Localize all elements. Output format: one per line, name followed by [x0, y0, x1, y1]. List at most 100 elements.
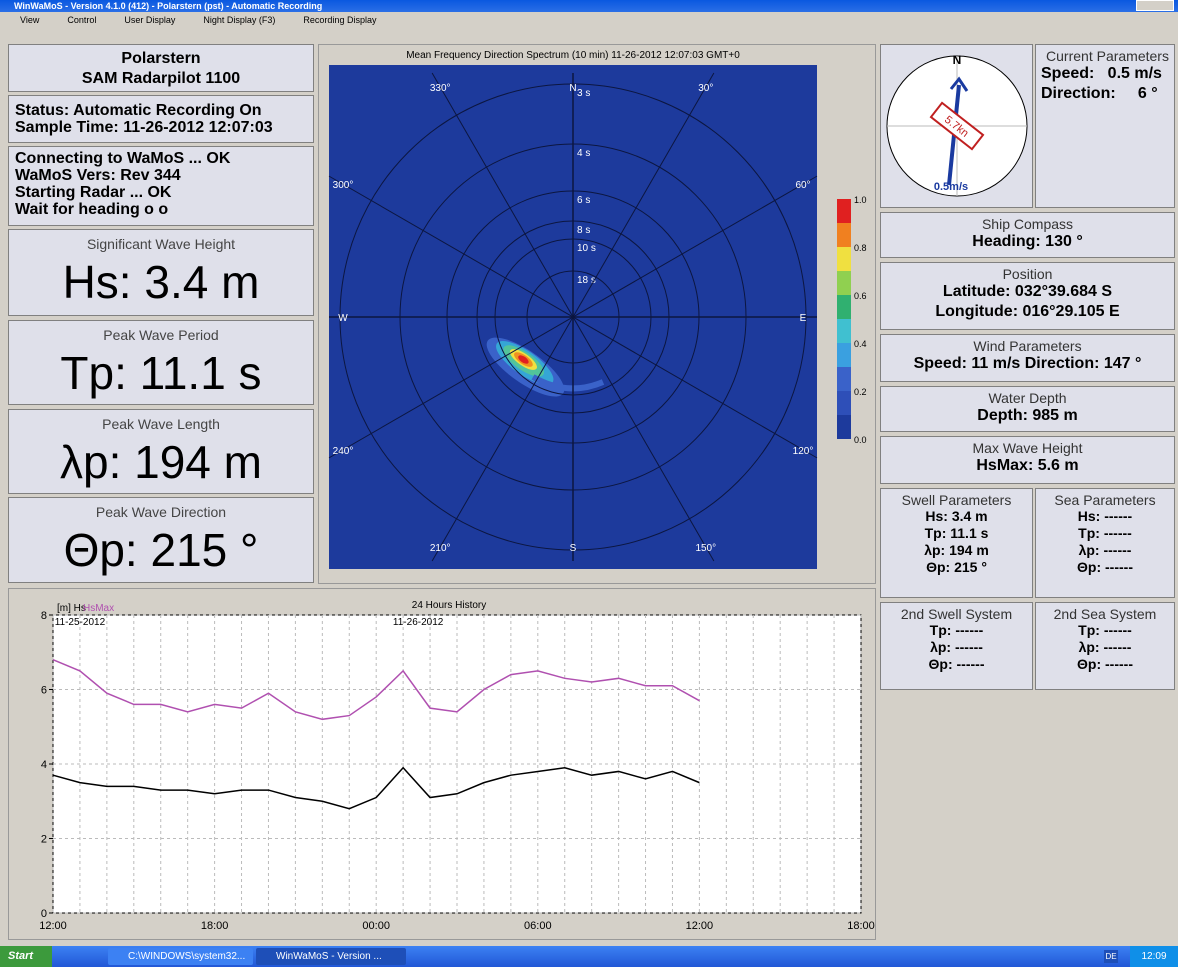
log-line: Wait for heading o o	[15, 201, 169, 218]
system-line: λp: ------	[930, 639, 983, 655]
param-panel: Significant Wave Height Hs: 3.4 m	[8, 229, 314, 316]
x-tick-label: 12:00	[686, 920, 714, 932]
colorbar-tick: 0.2	[854, 387, 867, 397]
system-line: Hs: ------	[1077, 508, 1133, 524]
status-line: Sample Time: 11-26-2012 12:07:03	[15, 119, 273, 136]
colorbar-segment	[837, 271, 851, 295]
log-panel: Connecting to WaMoS ... OK WaMoS Vers: Re…	[8, 146, 314, 226]
legend-entry: HsMax	[83, 603, 114, 614]
period-label: 10 s	[577, 243, 596, 254]
panel-title: 2nd Sea System	[1053, 606, 1157, 622]
direction-label: 330°	[430, 83, 451, 94]
direction-label: 30°	[698, 83, 713, 94]
param-panel: Peak Wave Period Tp: 11.1 s	[8, 320, 314, 405]
direction-label: 60°	[795, 180, 810, 191]
period-label: 6 s	[577, 195, 590, 206]
system-line: λp: 194 m	[924, 542, 989, 558]
y-tick-label: 6	[41, 685, 47, 697]
language-indicator: DE	[1104, 950, 1118, 963]
log-line: Starting Radar ... OK	[15, 184, 172, 201]
direction-line	[431, 72, 715, 562]
system-panel: Sea Parameters Hs: ------ Tp: ------ λp: --…	[1035, 488, 1175, 598]
y-tick-label: 4	[41, 759, 47, 771]
colorbar-segment	[837, 247, 851, 271]
system-line: Θp: 215 °	[926, 559, 987, 575]
period-label: 18 s	[577, 275, 596, 286]
taskbar-item[interactable]: WinWaMoS - Version ...	[256, 948, 406, 965]
ship-speed-box	[929, 101, 985, 151]
param-label: Peak Wave Period	[103, 327, 219, 343]
history-chart: 24 Hours History 12:00 18:00 00:00 06:00 12:0…	[39, 600, 875, 932]
colorbar-tick: 1.0	[854, 195, 867, 205]
panel-title: 2nd Swell System	[900, 606, 1013, 622]
system-line: Tp: ------	[1078, 525, 1132, 541]
menu-item[interactable]: Night Display (F3)	[203, 15, 276, 25]
series-line	[52, 766, 700, 810]
info-panel: Ship Compass Heading: 130 °	[880, 212, 1175, 258]
direction-label: 240°	[333, 446, 354, 457]
menu-bar: View Control User Display Night Display (F3…	[0, 12, 1178, 40]
status-line: Status: Automatic Recording On	[15, 102, 262, 119]
panel-line: Heading: 130 °	[972, 233, 1083, 250]
system-line: Θp: ------	[928, 656, 985, 672]
system-panel: 2nd Swell System Tp: ------ λp: ------ Θp: …	[880, 602, 1033, 690]
panel-title: Current Parameters	[1046, 48, 1169, 64]
system-line: Θp: ------	[1077, 559, 1133, 575]
colorbar-tick: 0.4	[854, 339, 867, 349]
window-controls[interactable]	[1136, 0, 1174, 11]
colorbar-tick: 0.6	[854, 291, 867, 301]
system-line: Tp: ------	[929, 622, 984, 638]
current-line: Speed: 0.5 m/s	[1041, 65, 1162, 82]
direction-label: W	[338, 313, 348, 324]
param-value: Tp: 11.1 s	[60, 347, 262, 399]
colorbar-tick: 0.8	[854, 243, 867, 253]
spectrum-tail	[531, 374, 605, 392]
colorbar-segment	[837, 223, 851, 247]
system-line: Θp: ------	[1077, 656, 1133, 672]
spectrum-contour	[518, 355, 529, 364]
direction-label: 120°	[793, 446, 814, 457]
period-label: 4 s	[577, 148, 590, 159]
info-panel: Wind Parameters Speed: 11 m/s Direction: …	[880, 334, 1175, 382]
panel-title: Ship Compass	[981, 216, 1074, 232]
panel-line: Latitude: 032°39.684 S	[942, 283, 1113, 300]
colorbar-tick: 0.0	[854, 435, 867, 445]
system-line: λp: ------	[1078, 542, 1132, 558]
direction-label: N	[569, 83, 576, 94]
start-button[interactable]: Start	[0, 946, 52, 967]
north-label: N	[953, 53, 962, 67]
direction-label: 300°	[333, 180, 354, 191]
spectrum-title: Mean Frequency Direction Spectrum (10 mi…	[406, 50, 740, 61]
panel-title: Sea Parameters	[1054, 492, 1156, 508]
menu-item[interactable]: View	[20, 15, 40, 25]
param-value: Θp: 215 °	[63, 524, 259, 576]
param-panel: Peak Wave Direction Θp: 215 °	[8, 497, 314, 583]
current-line: Direction: 6 °	[1041, 85, 1158, 102]
x-tick-label: 06:00	[524, 920, 552, 932]
period-label: 3 s	[577, 88, 590, 99]
info-panel: Max Wave Height HsMax: 5.6 m	[880, 436, 1175, 484]
system-panel: 2nd Sea System Tp: ------ λp: ------ Θp: --…	[1035, 602, 1175, 690]
direction-label: E	[800, 313, 807, 324]
param-value: λp: 194 m	[60, 436, 262, 488]
period-label: 8 s	[577, 225, 590, 236]
menu-item[interactable]: Recording Display	[303, 15, 377, 25]
param-panel: Peak Wave Length λp: 194 m	[8, 409, 314, 494]
menu-item[interactable]: Control	[67, 15, 97, 25]
colorbar-segment	[837, 199, 851, 223]
y-tick-label: 0	[41, 908, 47, 920]
colorbar-segment	[837, 343, 851, 367]
x-tick-label: 12:00	[39, 920, 67, 932]
taskbar-item[interactable]: C:\WINDOWS\system32...	[108, 948, 253, 965]
info-panel: Water Depth Depth: 985 m	[880, 386, 1175, 432]
menu-item[interactable]: User Display	[124, 15, 176, 25]
panel-title: Position	[1002, 266, 1053, 282]
current-arrowhead	[949, 76, 969, 92]
series-line	[52, 659, 700, 721]
chart-title: 24 Hours History	[412, 600, 486, 611]
param-label: Peak Wave Direction	[95, 504, 227, 520]
direction-label: 210°	[430, 543, 451, 554]
clock: 12:09	[1130, 946, 1178, 967]
